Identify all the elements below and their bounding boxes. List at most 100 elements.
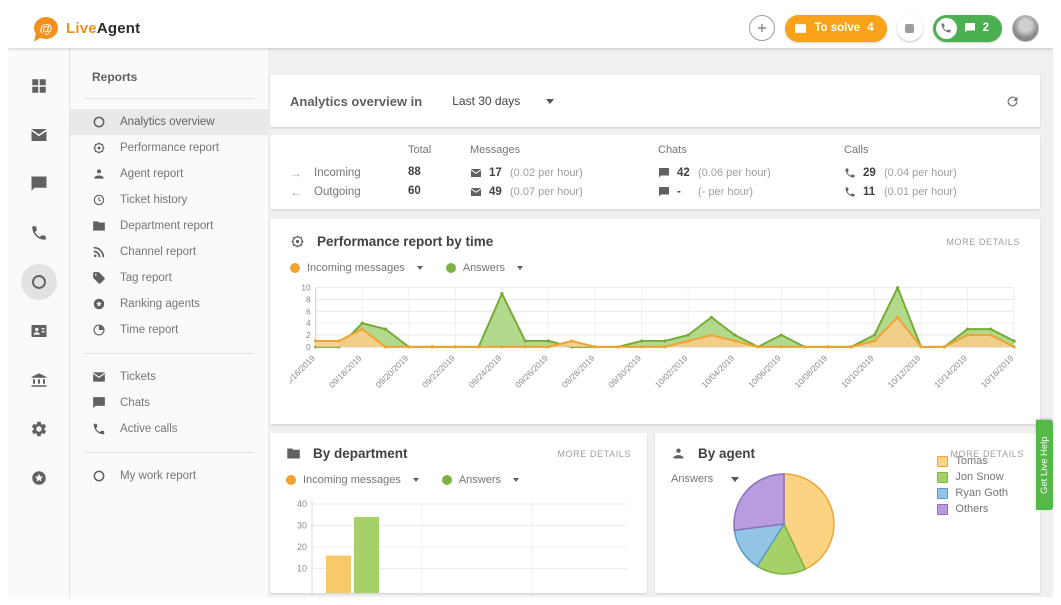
- rail-item-calls[interactable]: [21, 215, 57, 251]
- time-series-chart: 0 2 4 6 8 10 09/16/2019 09/18/2019 09/20/2019 09/…: [280, 278, 1020, 401]
- phone-icon: [30, 224, 48, 242]
- divider: [84, 98, 254, 99]
- content: Reports Analytics overview Performance re…: [8, 48, 1053, 597]
- rail-item-customers[interactable]: [21, 313, 57, 349]
- overview-header-card: Analytics overview in Last 30 days: [270, 75, 1040, 127]
- menu-item-tag-report[interactable]: Tag report: [70, 265, 268, 291]
- menu-item-label: Tag report: [120, 272, 172, 284]
- menu-item-active-calls[interactable]: Active calls: [70, 416, 268, 442]
- legend-label: Answers: [458, 474, 502, 486]
- stats-total-value: 88: [408, 165, 421, 178]
- svg-text:10/14/2019: 10/14/2019: [932, 353, 969, 390]
- reports-title: Reports: [92, 70, 138, 84]
- chevron-down-icon[interactable]: [412, 478, 419, 482]
- rail-item-tickets[interactable]: [21, 117, 57, 153]
- legend-label: Jon Snow: [955, 471, 1004, 483]
- agent-pie-legend: Tomas Jon Snow Ryan Goth Others: [937, 455, 1008, 519]
- menu-item-label: Chats: [120, 397, 151, 409]
- rail-item-configuration[interactable]: [21, 411, 57, 447]
- svg-text:09/26/2019: 09/26/2019: [513, 353, 550, 390]
- divider: [84, 452, 254, 453]
- date-range-select[interactable]: Last 30 days: [452, 94, 555, 108]
- tag-icon: [92, 271, 106, 285]
- menu-item-time-report[interactable]: Time report: [70, 317, 268, 343]
- svg-text:10: 10: [301, 283, 311, 293]
- svg-text:40: 40: [297, 499, 307, 509]
- stats-row-label: ← Outgoing: [290, 184, 361, 199]
- menu-item-department-report[interactable]: Department report: [70, 213, 268, 239]
- get-live-help-tab[interactable]: Get Live Help: [1036, 420, 1053, 510]
- chevron-down-icon[interactable]: [416, 266, 423, 270]
- calls-chats-button[interactable]: 2: [932, 14, 1002, 42]
- reports-menu: Analytics overview Performance report Agen…: [70, 99, 268, 353]
- menu-item-chats[interactable]: Chats: [70, 390, 268, 416]
- performance-title: Performance report by time: [317, 234, 494, 249]
- menu-item-analytics-overview[interactable]: Analytics overview: [70, 109, 268, 135]
- grid-icon: [30, 77, 48, 95]
- pie-legend-item: Others: [937, 503, 1008, 515]
- chat-icon: [30, 175, 48, 193]
- stats-card: Total Messages Chats Calls → Incoming 88 17 (0.0…: [270, 135, 1040, 209]
- stats-cell: 49 (0.07 per hour): [470, 182, 658, 201]
- menu-item-performance-report[interactable]: Performance report: [70, 135, 268, 161]
- reports-sidebar: Reports Analytics overview Performance re…: [70, 48, 268, 597]
- menu-item-label: Performance report: [120, 142, 220, 154]
- menu-item-tickets[interactable]: Tickets: [70, 364, 268, 390]
- stats-column-header: Chats: [658, 144, 687, 156]
- divider: [84, 353, 254, 354]
- pie-legend-item: Ryan Goth: [937, 487, 1008, 499]
- legend-dot: [286, 475, 296, 485]
- menu-item-channel-report[interactable]: Channel report: [70, 239, 268, 265]
- menu-item-my-work-report[interactable]: My work report: [70, 463, 268, 489]
- refresh-button[interactable]: [1005, 94, 1020, 109]
- svg-text:10/10/2019: 10/10/2019: [839, 353, 876, 390]
- add-button[interactable]: [749, 15, 776, 41]
- chevron-down-icon[interactable]: [517, 266, 524, 270]
- rail-item-dashboard[interactable]: [21, 68, 57, 104]
- department-bar-chart: 40 30 20 10: [286, 496, 631, 593]
- svg-text:6: 6: [306, 306, 311, 316]
- menu-item-ticket-history[interactable]: Ticket history: [70, 187, 268, 213]
- performance-more-details-link[interactable]: MORE DETAILS: [946, 236, 1020, 247]
- menu-item-label: Time report: [120, 324, 179, 336]
- agent-metric-select[interactable]: Answers: [671, 473, 1024, 485]
- avatar[interactable]: [1012, 14, 1039, 42]
- menu-item-agent-report[interactable]: Agent report: [70, 161, 268, 187]
- rail-item-knowledge-base[interactable]: [21, 362, 57, 398]
- legend-swatch: [937, 503, 949, 515]
- svg-text:10/02/2019: 10/02/2019: [653, 353, 690, 390]
- envelope-icon: [794, 22, 807, 35]
- agent-more-details-link[interactable]: MORE DETAILS: [950, 448, 1024, 459]
- menu-item-label: Agent report: [120, 168, 184, 180]
- menu-item-label: Ticket history: [120, 194, 188, 206]
- envelope-icon: [470, 186, 482, 198]
- person-icon: [92, 167, 106, 181]
- brand-text: LiveAgent: [66, 19, 141, 37]
- svg-text:09/16/2019: 09/16/2019: [290, 353, 317, 390]
- svg-text:8: 8: [306, 294, 311, 304]
- department-more-details-link[interactable]: MORE DETAILS: [557, 448, 631, 459]
- chevron-down-icon[interactable]: [513, 478, 520, 482]
- reports-submenu: Tickets Chats Active calls: [70, 354, 268, 452]
- by-agent-card: By agent MORE DETAILS Answers Tomas Jon S…: [655, 433, 1040, 593]
- app-window: @ LiveAgent To solve 4 2 Reports Analyti…: [8, 8, 1053, 597]
- topbar: @ LiveAgent To solve 4 2: [8, 8, 1053, 48]
- stats-row-label: → Incoming: [290, 165, 361, 180]
- logo-icon: @: [34, 17, 58, 39]
- menu-item-ranking-agents[interactable]: Ranking agents: [70, 291, 268, 317]
- svg-text:09/18/2019: 09/18/2019: [327, 353, 364, 390]
- menu-item-label: Active calls: [120, 423, 178, 435]
- svg-text:4: 4: [306, 318, 311, 328]
- rail-item-reports[interactable]: [20, 264, 57, 300]
- stats-column-header: Calls: [844, 144, 869, 156]
- circle-icon: [92, 115, 106, 129]
- pause-button[interactable]: [896, 15, 923, 41]
- rail-item-addons[interactable]: [21, 460, 57, 496]
- stats-cell: 29 (0.04 per hour): [844, 163, 1020, 182]
- to-solve-button[interactable]: To solve 4: [785, 14, 887, 42]
- by-agent-title: By agent: [698, 446, 756, 461]
- circle-icon: [92, 469, 106, 483]
- department-legend: Incoming messages Answers: [286, 474, 631, 486]
- rail-item-chats[interactable]: [21, 166, 57, 202]
- legend-swatch: [937, 487, 949, 499]
